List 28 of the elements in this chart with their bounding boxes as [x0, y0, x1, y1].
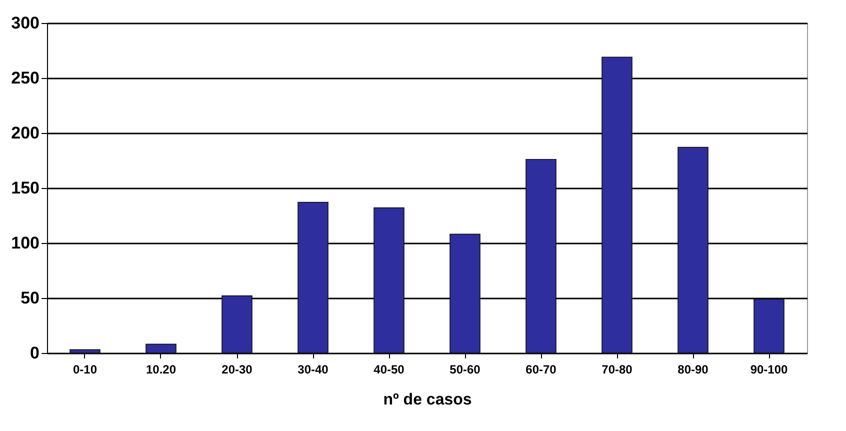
x-tick-label: 60-70 — [526, 362, 557, 376]
x-tick-label: 90-100 — [750, 362, 788, 376]
y-tick-label: 200 — [11, 124, 40, 142]
bar — [602, 56, 632, 354]
y-tick-label: 300 — [11, 14, 40, 32]
bar — [450, 234, 480, 354]
y-tick-label: 100 — [11, 234, 40, 252]
y-tick-label: 50 — [20, 288, 40, 308]
bar — [374, 207, 404, 354]
x-tick-label: 10.20 — [146, 362, 176, 376]
y-tick-label: 150 — [11, 178, 40, 198]
x-tick-label: 70-80 — [602, 362, 633, 376]
y-tick-label: 250 — [11, 68, 40, 88]
x-tick-label: 80-90 — [678, 362, 709, 376]
y-tick-label: 0 — [30, 344, 40, 362]
bar — [678, 146, 708, 354]
bar — [754, 298, 784, 354]
bar — [526, 159, 556, 354]
x-tick-label: 20-30 — [222, 362, 253, 376]
x-tick-label: 40-50 — [374, 362, 405, 376]
bar — [298, 202, 328, 354]
x-axis-title: nº de casos — [383, 392, 472, 408]
bar — [222, 295, 252, 354]
bar — [70, 349, 100, 354]
x-tick-label: 50-60 — [450, 362, 481, 376]
bar — [146, 344, 176, 354]
x-tick-label: 0-10 — [72, 362, 98, 376]
x-tick-label: 30-40 — [298, 362, 329, 376]
